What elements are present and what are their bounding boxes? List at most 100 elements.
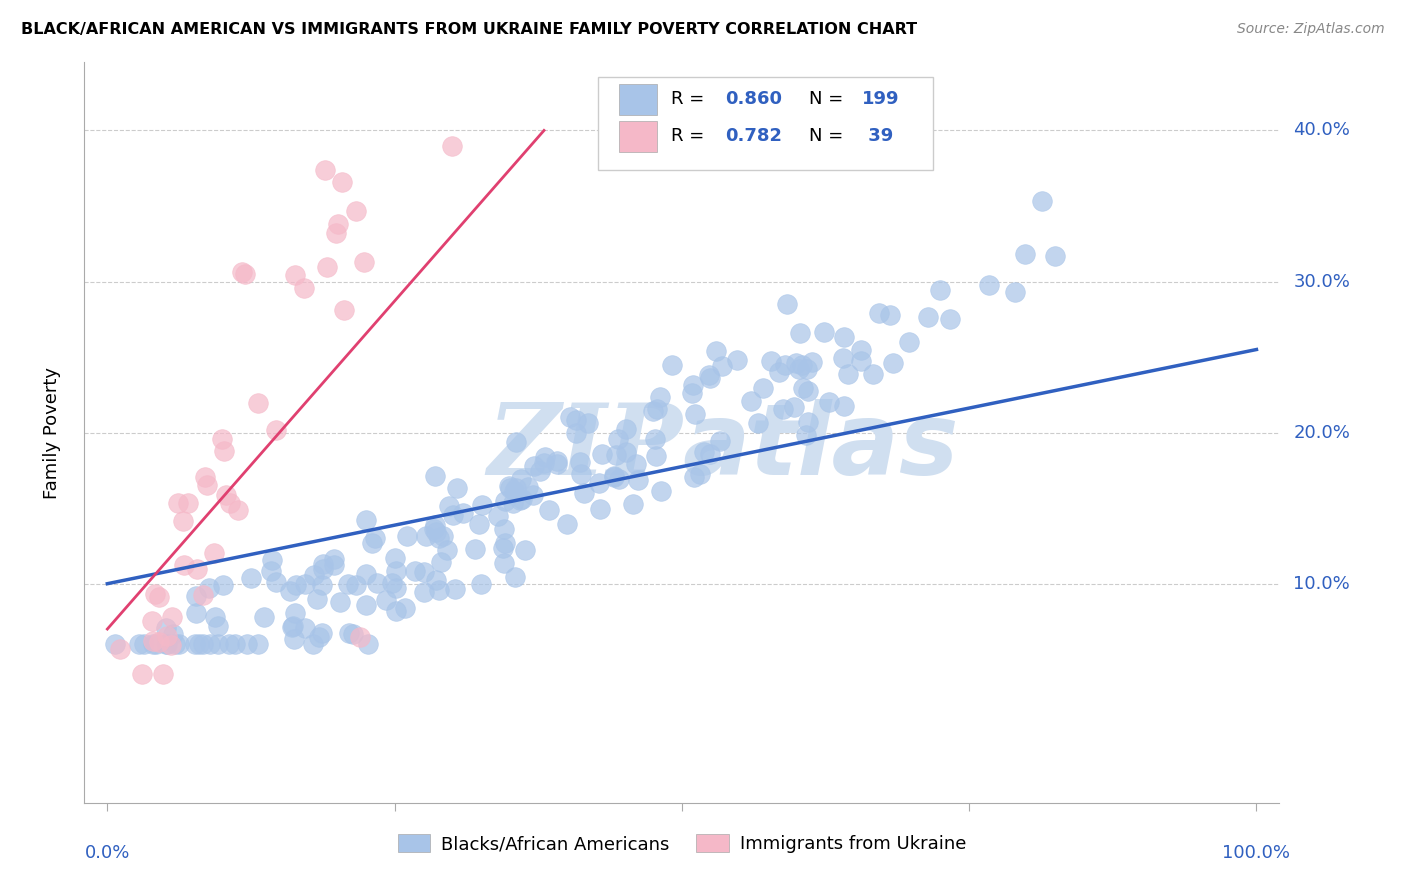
Point <box>564 413 586 427</box>
Point <box>231 264 253 278</box>
Point <box>142 637 165 651</box>
Point <box>212 444 235 458</box>
Point <box>188 637 211 651</box>
Point <box>284 606 307 620</box>
Point <box>394 601 416 615</box>
Point <box>789 326 811 341</box>
Point <box>427 531 450 545</box>
Point <box>173 558 195 573</box>
Point <box>796 361 818 376</box>
Point <box>882 356 904 370</box>
Point <box>464 541 486 556</box>
Point <box>305 592 328 607</box>
Point <box>790 359 813 373</box>
Point <box>294 621 316 635</box>
Point <box>437 500 460 514</box>
Point <box>834 330 856 344</box>
Point <box>681 385 703 400</box>
Point <box>849 343 872 357</box>
Point <box>425 573 447 587</box>
Text: 0.782: 0.782 <box>725 128 782 145</box>
Point <box>186 562 208 576</box>
Point <box>143 587 166 601</box>
Point <box>796 384 818 398</box>
Text: N =: N = <box>808 90 849 109</box>
Point <box>316 260 339 274</box>
Point <box>218 637 240 651</box>
Point <box>155 621 177 635</box>
Point <box>441 138 464 153</box>
Point <box>330 175 353 189</box>
Point <box>226 503 249 517</box>
Point <box>184 589 207 603</box>
Point <box>162 627 184 641</box>
Point <box>361 536 384 550</box>
Point <box>311 625 333 640</box>
Point <box>284 268 307 282</box>
Point <box>395 529 418 543</box>
Point <box>503 483 526 498</box>
Point <box>131 667 153 681</box>
Point <box>898 334 921 349</box>
Point <box>773 359 796 373</box>
Point <box>344 578 367 592</box>
Point <box>283 619 305 633</box>
Point <box>366 575 388 590</box>
FancyBboxPatch shape <box>619 121 657 152</box>
Point <box>177 495 200 509</box>
Point <box>384 550 406 565</box>
Point <box>546 454 568 468</box>
Point <box>794 428 817 442</box>
Text: 10.0%: 10.0% <box>1294 574 1350 592</box>
Point <box>832 400 855 414</box>
Point <box>502 496 524 510</box>
Point <box>747 417 769 431</box>
Point <box>768 365 790 379</box>
Point <box>211 578 233 592</box>
Point <box>509 492 531 507</box>
Point <box>152 666 174 681</box>
FancyBboxPatch shape <box>599 78 934 169</box>
Point <box>643 403 665 417</box>
Y-axis label: Family Poverty: Family Poverty <box>42 367 60 499</box>
Point <box>797 415 820 429</box>
Point <box>505 482 527 496</box>
Text: 40.0%: 40.0% <box>1294 121 1350 139</box>
Point <box>155 637 177 651</box>
Text: BLACK/AFRICAN AMERICAN VS IMMIGRANTS FROM UKRAINE FAMILY POVERTY CORRELATION CHA: BLACK/AFRICAN AMERICAN VS IMMIGRANTS FRO… <box>21 22 917 37</box>
Point <box>740 394 762 409</box>
Point <box>184 607 207 621</box>
Point <box>817 394 839 409</box>
Point <box>253 610 276 624</box>
Point <box>314 162 336 177</box>
Point <box>494 522 516 536</box>
Point <box>591 447 613 461</box>
Point <box>499 481 522 495</box>
Point <box>517 480 540 494</box>
Point <box>522 488 544 502</box>
Point <box>644 432 666 446</box>
Point <box>776 297 799 311</box>
Point <box>697 368 720 383</box>
Point <box>195 478 218 492</box>
Point <box>813 325 835 339</box>
Point <box>344 203 367 218</box>
Point <box>427 583 450 598</box>
Point <box>184 637 207 651</box>
Point <box>385 581 408 595</box>
Point <box>354 567 377 582</box>
FancyBboxPatch shape <box>619 84 657 115</box>
Point <box>141 614 163 628</box>
Point <box>337 626 360 640</box>
Point <box>264 574 287 589</box>
Point <box>537 503 560 517</box>
Point <box>512 491 534 506</box>
Point <box>197 582 219 596</box>
Point <box>645 402 668 417</box>
Point <box>349 630 371 644</box>
Point <box>648 390 671 404</box>
Point <box>486 509 509 524</box>
Point <box>233 267 256 281</box>
Point <box>468 516 491 531</box>
Text: atlas: atlas <box>682 399 959 496</box>
